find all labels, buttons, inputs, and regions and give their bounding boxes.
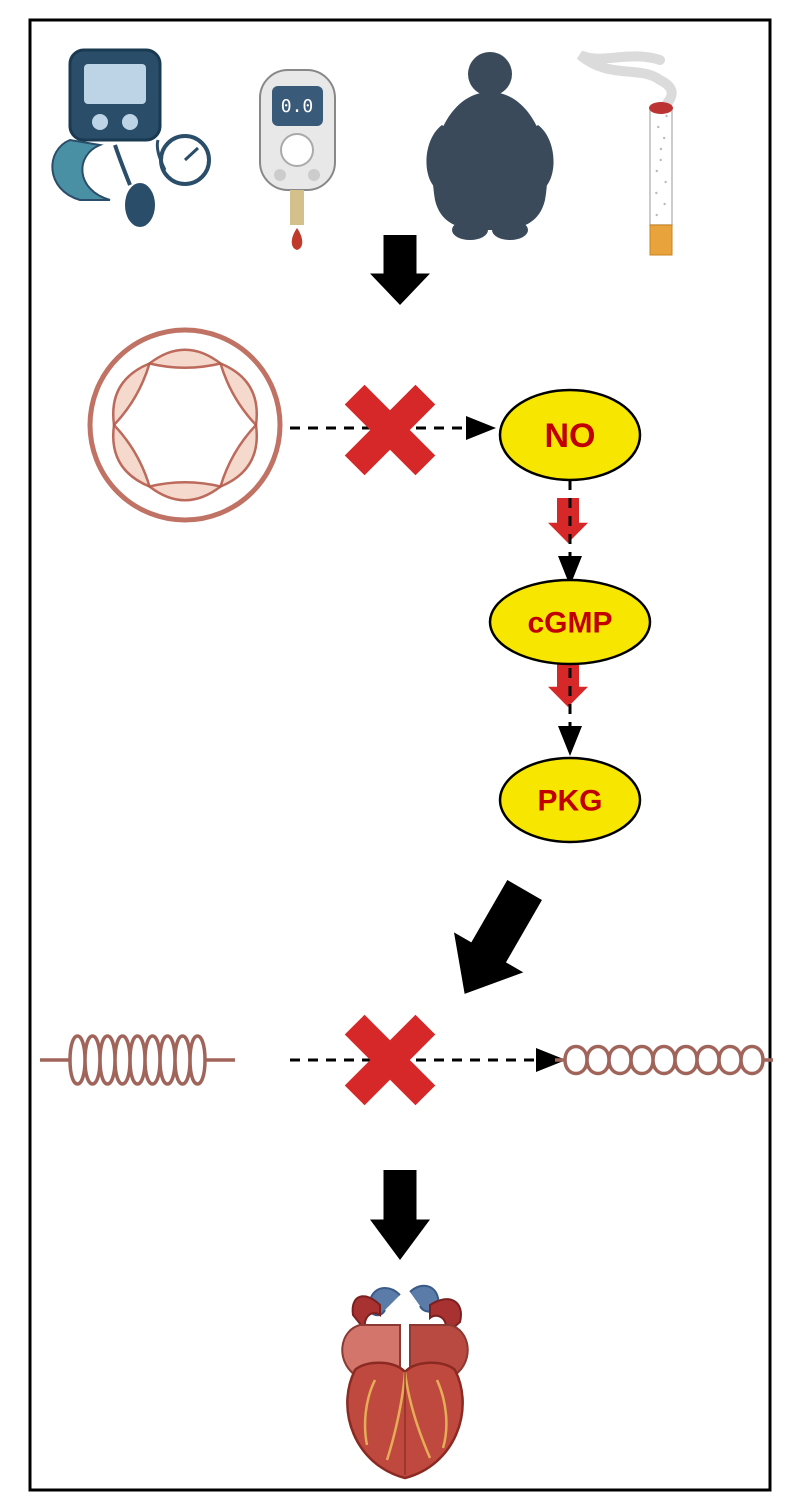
block-arrow-angled — [430, 870, 559, 1014]
heart-icon — [342, 1286, 467, 1478]
block-arrow-down — [370, 235, 430, 305]
block-cross-icon — [319, 359, 460, 500]
molecule-pkg: PKG — [500, 758, 640, 842]
block-arrow-down — [370, 1170, 430, 1260]
spring-relaxed-icon — [555, 1047, 773, 1074]
molecule-cgmp-label: cGMP — [527, 607, 612, 640]
molecule-no: NO — [500, 390, 640, 480]
vessel-cross-section-icon — [90, 330, 280, 520]
molecule-no-label: NO — [545, 417, 596, 455]
diagram-canvas: 0.0 NO cGMP PKG — [0, 0, 800, 1510]
molecule-pkg-label: PKG — [537, 785, 602, 818]
glucometer-icon: 0.0 — [260, 70, 335, 250]
bp-monitor-icon — [52, 50, 209, 227]
obesity-icon — [426, 52, 553, 240]
block-arrow-down — [548, 498, 588, 543]
cigarette-icon — [580, 55, 673, 255]
molecule-cgmp: cGMP — [490, 580, 650, 664]
spring-compressed-icon — [40, 1036, 235, 1084]
block-arrow-down — [548, 662, 588, 707]
svg-text:0.0: 0.0 — [281, 96, 314, 117]
